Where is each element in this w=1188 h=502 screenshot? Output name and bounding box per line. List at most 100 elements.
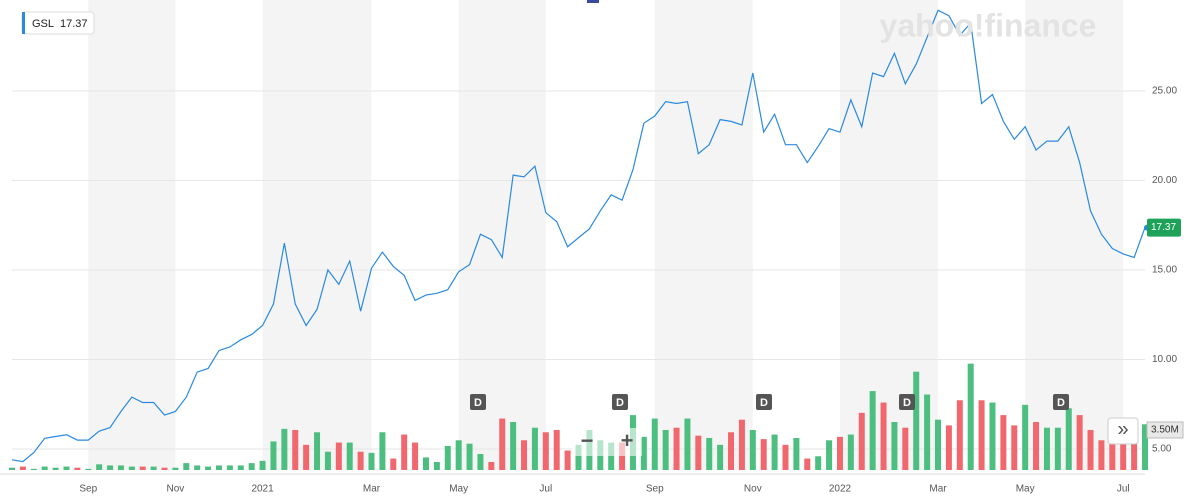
y-tick-label: 20.00: [1152, 175, 1177, 186]
volume-bar: [117, 465, 124, 470]
volume-bar: [248, 463, 255, 470]
volume-bar: [521, 440, 528, 470]
y2-tick-label: 3.50M: [1151, 425, 1179, 436]
scroll-icon[interactable]: »: [1117, 418, 1128, 440]
volume-bar: [433, 461, 440, 470]
x-tick-label: May: [1016, 484, 1035, 495]
volume-bar: [9, 467, 15, 470]
x-tick-label: Nov: [167, 484, 185, 495]
volume-bar: [815, 456, 822, 470]
dividend-box: [756, 394, 772, 410]
volume-bar: [412, 442, 419, 470]
zoom-out[interactable]: −: [581, 428, 594, 453]
plot: Sep Nov 2021 Mar May Jul Sep Nov 2022 Mar May Jul 5.…: [0, 9, 1184, 495]
volume-bar: [422, 457, 429, 470]
volume-bar: [1043, 427, 1050, 470]
volume-bar: [1087, 429, 1094, 470]
volume-bar: [63, 466, 70, 470]
zoom-controls: − +: [572, 428, 642, 456]
month-bands: [88, 0, 1124, 470]
volume-bar: [107, 465, 114, 470]
volume-bar: [858, 412, 865, 470]
x-tick-label: Nov: [744, 484, 762, 495]
volume-bar: [575, 444, 582, 470]
volume-bar: [728, 432, 735, 470]
legend-value: 17.37: [60, 18, 88, 30]
volume-bar: [1131, 432, 1138, 470]
volume-bar: [401, 434, 408, 470]
dividend-label: D: [616, 397, 624, 409]
volume-bar: [1120, 429, 1127, 470]
dividend-box: [899, 394, 915, 410]
dividend-label: D: [903, 397, 911, 409]
dividend-box: [1053, 394, 1069, 410]
volume-bar: [96, 464, 103, 470]
y-tick-label: 10.00: [1152, 354, 1177, 365]
volume-bar: [771, 434, 778, 470]
volume-bar: [1076, 415, 1083, 470]
volume-bar: [499, 418, 506, 470]
volume-bar: [717, 444, 724, 470]
dividend-label: D: [760, 397, 768, 409]
legend: GSL 17.37: [21, 11, 95, 35]
volume-bar: [553, 429, 560, 470]
x-tick-label: 2021: [251, 484, 274, 495]
dividend-box: [612, 394, 628, 410]
scroll-button[interactable]: »: [1107, 417, 1139, 445]
volume-bar: [19, 466, 26, 470]
volume-bar: [651, 418, 658, 470]
price-line: [11, 9, 1146, 463]
dividend-box: [470, 394, 486, 410]
volume-bar: [1022, 404, 1029, 470]
volume-bar: [956, 400, 963, 470]
volume-bar: [738, 419, 745, 470]
volume-bar: [477, 453, 484, 470]
volume-bar: [41, 466, 48, 470]
x-tick-label: Sep: [646, 484, 664, 495]
month-band: [654, 0, 753, 470]
volume-bar: [1011, 425, 1018, 470]
volume-bar: [390, 458, 397, 470]
dividend-label: D: [1057, 397, 1065, 409]
volume-bar: [564, 450, 571, 470]
volume-bar: [335, 442, 342, 470]
volume-bar: [684, 418, 691, 470]
volume-bar: [869, 391, 876, 470]
scroll-box[interactable]: [1107, 417, 1139, 445]
x-tick-label: Sep: [79, 484, 97, 495]
x-tick-label: Mar: [929, 484, 947, 495]
volume-bar: [749, 429, 756, 470]
x-tick-label: Jul: [539, 484, 552, 495]
volume-bar: [270, 441, 277, 470]
x-tick-label: Jul: [1117, 484, 1130, 495]
volume-bar: [52, 467, 59, 470]
volume-bar: [640, 436, 647, 470]
volume-bar: [891, 421, 898, 470]
month-band: [1025, 0, 1124, 470]
x-tick-label: 2022: [829, 484, 852, 495]
volume-bar: [346, 442, 353, 470]
handle: [587, 0, 599, 3]
volume-bar: [847, 434, 854, 470]
volume-bar: [913, 371, 920, 470]
volume-bar: [1109, 434, 1116, 470]
y-tick-label: 5.00: [1152, 444, 1172, 455]
volume-bar: [662, 429, 669, 470]
volume-bar: [967, 363, 974, 470]
volume-bar: [128, 466, 135, 470]
volume-bar: [608, 442, 615, 470]
volume-bar: [368, 452, 375, 470]
volume-bar: [945, 425, 952, 470]
volume-bar: [314, 432, 321, 470]
volume-bar: [303, 444, 310, 470]
volume-bar: [902, 427, 909, 470]
volume-bar: [1033, 421, 1040, 470]
legend-swatch: [22, 12, 25, 34]
x-tick-label: May: [449, 484, 468, 495]
y-tick-label: 25.00: [1152, 86, 1177, 97]
volume-bar: [226, 465, 233, 470]
volume-bar: [978, 400, 985, 470]
zoom-in[interactable]: +: [621, 428, 634, 453]
volume-bar: [1142, 424, 1148, 470]
